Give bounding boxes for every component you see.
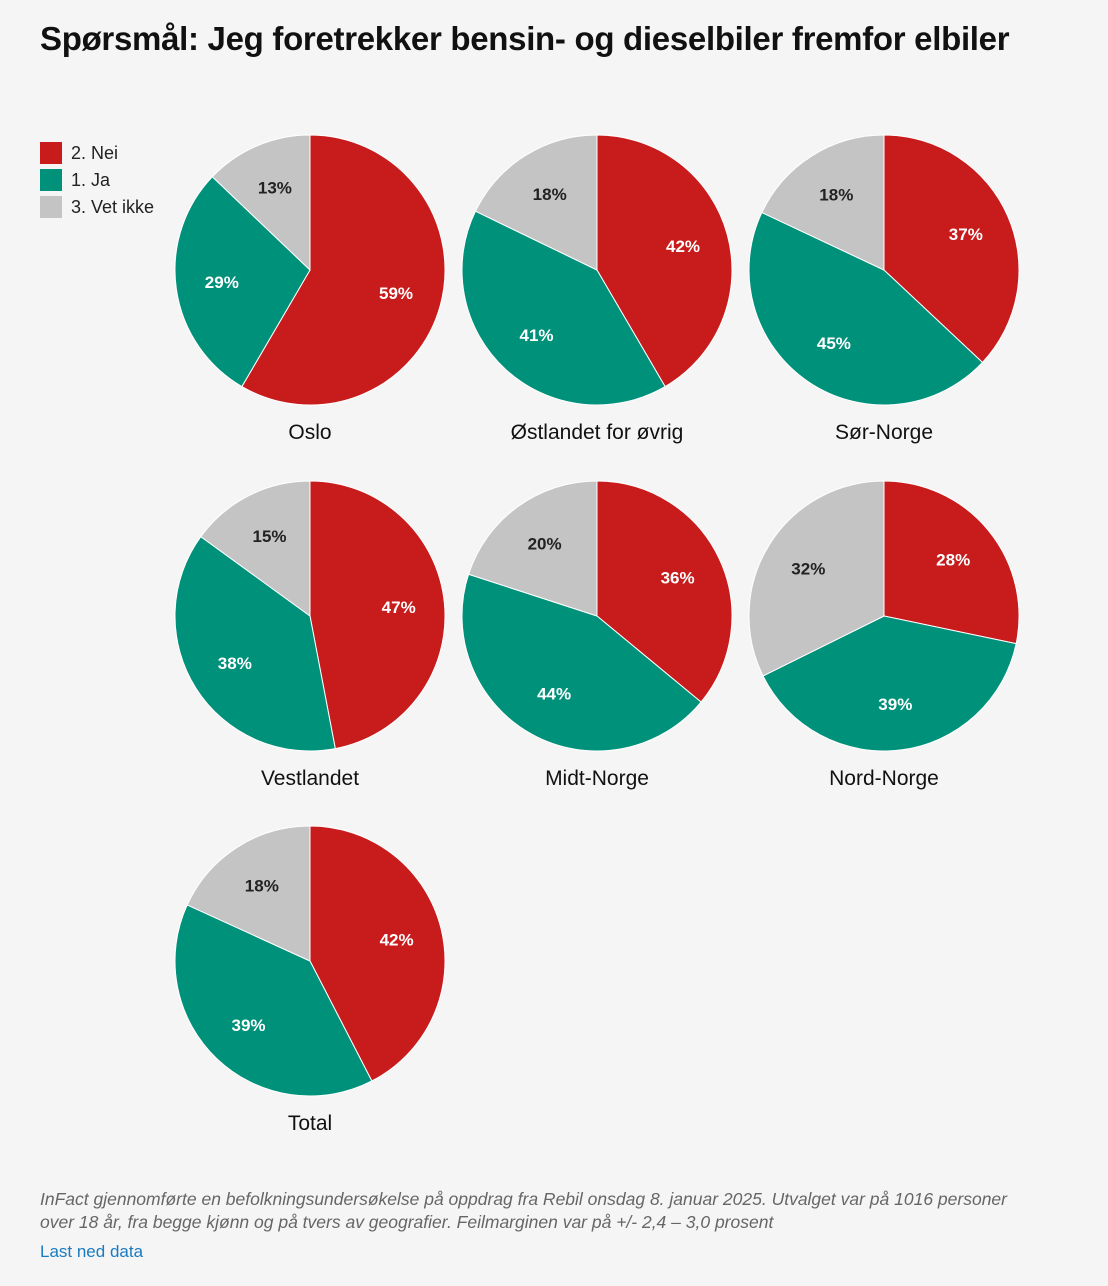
download-data-link[interactable]: Last ned data [40,1242,144,1261]
pie-oslo: 59% 29% 13% [174,134,446,406]
pie-total: 42% 39% 18% [174,825,446,1097]
pie-title-oslo: Oslo [288,421,332,444]
slice-sor-norge-ja [748,211,984,406]
pie-title-vestlandet: Vestlandet [260,767,360,790]
slice-sor-norge-nei [883,134,1020,364]
slice-vestlandet-vet-ikke [200,480,311,617]
legend-item-ja: 1. Ja [40,169,154,191]
pie-title-nord-norge: Nord-Norge [829,767,939,790]
pie-midt-norge: 36% 44% 20% [461,480,733,752]
slice-total-nei [309,825,446,1082]
label-midt-norge-vet-ikke: 20% [528,534,562,553]
slice-oslo-vet-ikke [211,134,311,272]
legend-item-nei: 2. Nei [40,142,154,164]
label-ostlandet-for-ovrig-ja: 41% [519,326,553,345]
legend-item-vet-ikke: 3. Vet ikke [40,196,154,218]
legend-swatch-vet-ikke [40,196,62,218]
legend-swatch-nei [40,142,62,164]
legend-label-ja: 1. Ja [71,169,111,190]
label-oslo-ja: 29% [205,273,239,292]
label-nord-norge-vet-ikke: 32% [791,560,825,579]
slice-total-vet-ikke [186,825,311,962]
label-total-nei: 42% [380,931,414,950]
slice-sor-norge-vet-ikke [761,134,885,271]
slice-total-ja [174,904,373,1097]
label-midt-norge-ja: 44% [537,685,571,704]
legend-swatch-ja [40,169,62,191]
label-vestlandet-vet-ikke: 15% [252,527,286,546]
slice-midt-norge-nei [596,480,733,703]
slice-midt-norge-vet-ikke [467,480,598,617]
legend-label-nei: 2. Nei [71,142,119,163]
label-ostlandet-for-ovrig-vet-ikke: 18% [533,185,567,204]
label-sor-norge-ja: 45% [817,334,851,353]
label-nord-norge-nei: 28% [936,550,970,569]
legend-label-vet-ikke: 3. Vet ikke [71,196,155,217]
legend: 2. Nei 1. Ja 3. Vet ikke [40,142,154,223]
pie-title-sor-norge: Sør-Norge [834,421,934,444]
pie-sor-norge: 37% 45% 18% [748,134,1020,406]
label-total-ja: 39% [231,1016,265,1035]
label-vestlandet-ja: 38% [218,654,252,673]
slice-ostlandet-for-ovrig-ja [461,210,666,406]
slice-midt-norge-ja [461,573,702,752]
label-midt-norge-nei: 36% [661,569,695,588]
footnote: InFact gjennomførte en befolkningsunders… [40,1189,1007,1232]
slice-oslo-nei [241,134,446,406]
slice-vestlandet-nei [309,480,446,750]
slice-ostlandet-for-ovrig-nei [596,134,733,388]
label-sor-norge-vet-ikke: 18% [819,185,853,204]
label-ostlandet-for-ovrig-nei: 42% [666,237,700,256]
pie-vestlandet: 47% 38% 15% [174,480,446,752]
label-vestlandet-nei: 47% [382,598,416,617]
pie-ostlandet-for-ovrig: 42% 41% 18% [461,134,733,406]
slice-oslo-ja [174,176,311,388]
label-sor-norge-nei: 37% [949,225,983,244]
label-oslo-vet-ikke: 13% [258,179,292,198]
pie-nord-norge: 28% 39% 32% [748,480,1020,752]
slice-ostlandet-for-ovrig-vet-ikke [474,134,598,271]
slice-vestlandet-ja [174,535,336,752]
pie-title-ostlandet-for-ovrig: Østlandet for øvrig [510,421,684,444]
slice-nord-norge-ja [762,615,1017,752]
label-nord-norge-ja: 39% [878,695,912,714]
label-oslo-nei: 59% [379,284,413,303]
label-total-vet-ikke: 18% [245,877,279,896]
pie-title-midt-norge: Midt-Norge [545,767,649,790]
slice-nord-norge-vet-ikke [748,480,885,677]
chart-title: Spørsmål: Jeg foretrekker bensin- og die… [40,20,1010,57]
pie-title-total: Total [287,1112,333,1135]
slice-nord-norge-nei [883,480,1020,645]
